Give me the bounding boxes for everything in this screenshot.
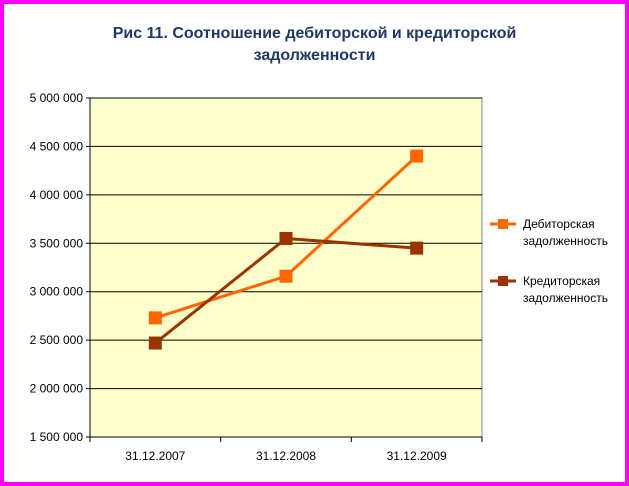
plot-area [89, 97, 483, 438]
x-tick-label: 31.12.2007 [125, 449, 185, 463]
y-tick-label: 3 000 000 [30, 285, 84, 299]
data-point [410, 241, 424, 255]
y-tick-label: 5 000 000 [30, 91, 84, 105]
x-tick-label: 31.12.2008 [256, 449, 316, 463]
chart-frame: Рис 11. Соотношение дебиторской и кредит… [4, 4, 625, 482]
data-point [279, 231, 293, 245]
data-point [148, 336, 162, 350]
legend-swatch-marker [498, 219, 508, 229]
y-tick-label: 2 500 000 [30, 333, 84, 347]
y-axis: 5 000 000 4 500 000 4 000 000 3 500 000 3 00… [30, 91, 91, 444]
legend-label-line2: задолженность [523, 291, 608, 305]
legend: Дебиторская задолженность Кредиторская задо… [490, 217, 608, 305]
x-tick-label: 31.12.2009 [387, 449, 447, 463]
y-tick-label: 2 000 000 [30, 382, 84, 396]
chart-title: Рис 11. Соотношение дебиторской и кредит… [4, 23, 625, 67]
x-axis: 31.12.2007 31.12.2008 31.12.2009 [89, 436, 483, 463]
legend-label-line1: Кредиторская [523, 274, 600, 288]
legend-swatch-marker [498, 276, 508, 286]
legend-label-line2: задолженность [523, 234, 608, 248]
y-tick-label: 4 000 000 [30, 188, 84, 202]
data-point [148, 311, 162, 325]
y-tick-label: 3 500 000 [30, 236, 84, 250]
series-group [148, 149, 424, 350]
data-point [279, 269, 293, 283]
legend-label-line1: Дебиторская [523, 217, 595, 231]
y-tick-label: 1 500 000 [30, 430, 84, 444]
chart-title-line1: Рис 11. Соотношение дебиторской и кредит… [112, 25, 517, 42]
y-tick-label: 4 500 000 [30, 139, 84, 153]
chart-title-line2: задолженности [253, 47, 376, 64]
line-chart: 5 000 000 4 500 000 4 000 000 3 500 000 3 00… [30, 91, 608, 463]
data-point [410, 149, 424, 163]
